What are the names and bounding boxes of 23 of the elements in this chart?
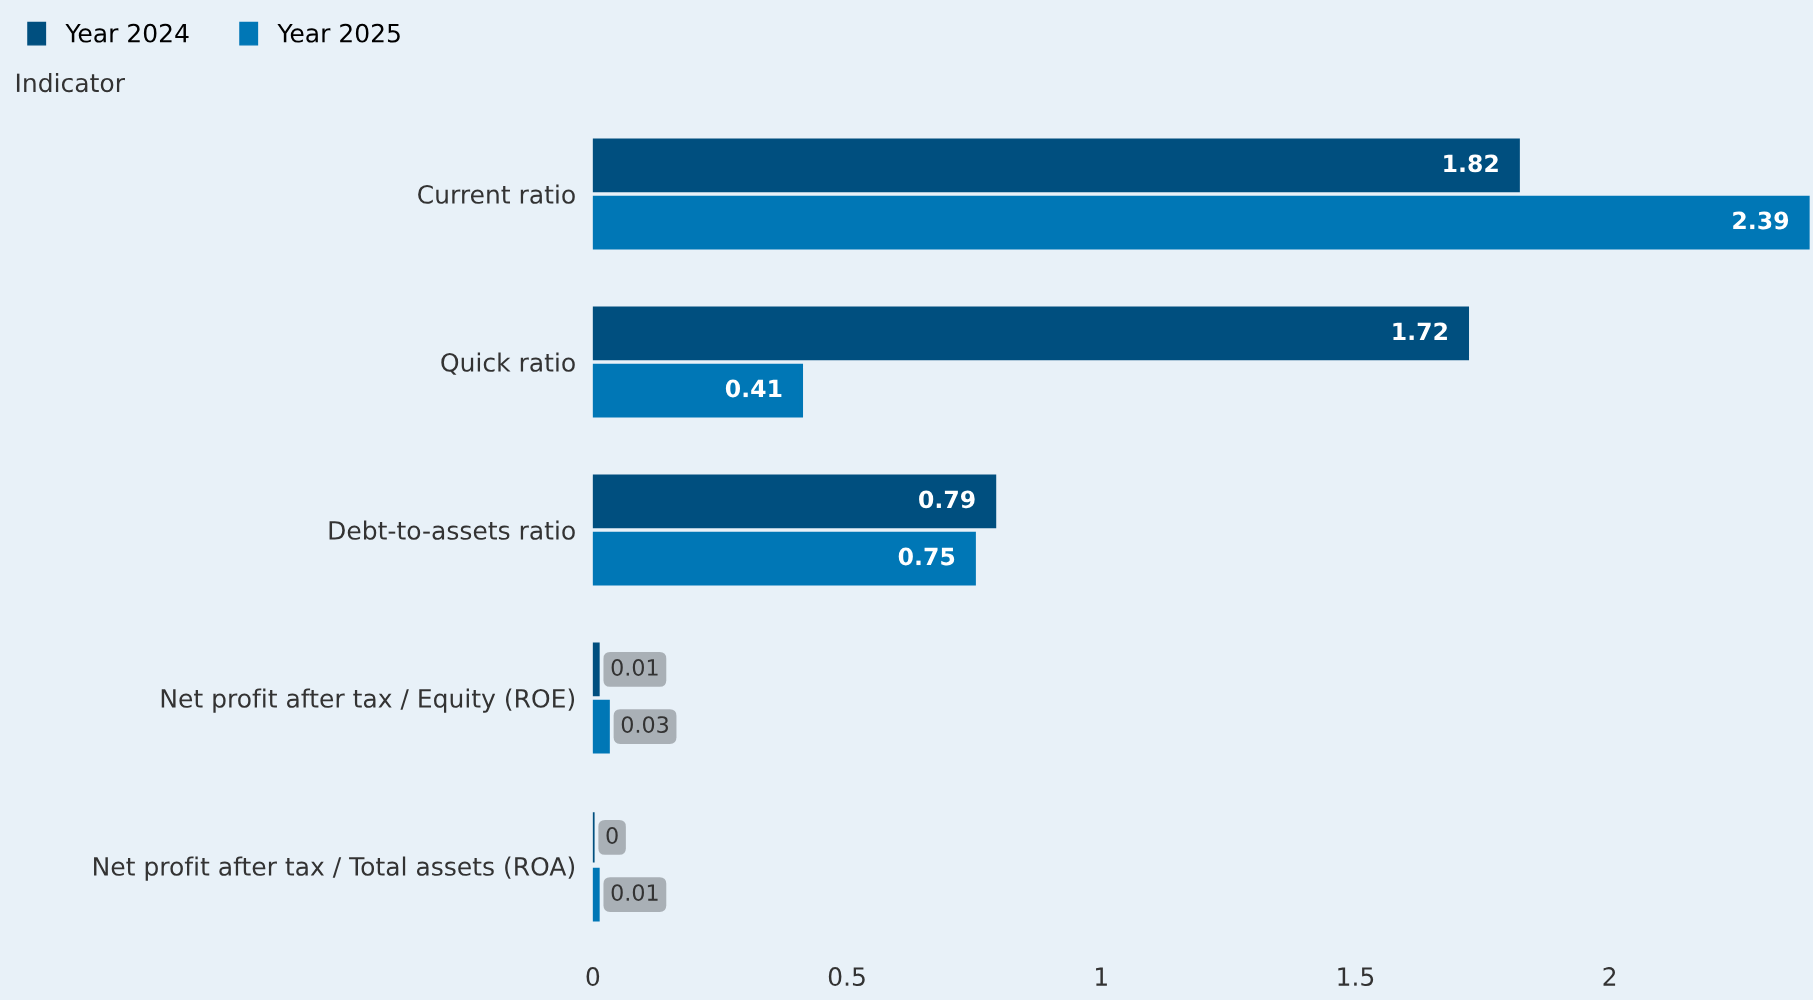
y-axis-title: Indicator bbox=[16, 72, 125, 93]
x-tick-label: 1 bbox=[1096, 967, 1107, 986]
data-label: 1.82 bbox=[1444, 154, 1498, 173]
x-tick-label: 1.5 bbox=[1338, 967, 1374, 987]
x-tick-label: 0.5 bbox=[828, 967, 865, 987]
y-tick-label: Debt-to-assets ratio bbox=[329, 520, 575, 540]
data-label: 1.72 bbox=[1393, 322, 1447, 340]
data-label: 0.01 bbox=[611, 659, 658, 676]
y-tick-label: Net profit after tax / Total assets (ROA) bbox=[94, 856, 575, 881]
legend-label: Year 2024 bbox=[65, 23, 189, 43]
x-tick-label: 2 bbox=[1603, 967, 1616, 986]
data-label: 0.03 bbox=[621, 716, 668, 734]
y-tick-label: Current ratio bbox=[418, 184, 575, 204]
data-label: 0.75 bbox=[898, 547, 955, 566]
x-tick-label: 0 bbox=[586, 967, 600, 987]
y-tick-label: Net profit after tax / Equity (ROE) bbox=[161, 688, 575, 713]
legend-label: Year 2025 bbox=[277, 23, 400, 43]
data-label: 0 bbox=[606, 827, 618, 844]
data-label: 0.01 bbox=[611, 884, 658, 902]
data-label: 0.41 bbox=[725, 379, 782, 398]
y-tick-label: Quick ratio bbox=[441, 352, 575, 375]
data-label: 0.79 bbox=[919, 490, 975, 509]
data-label: 2.39 bbox=[1733, 211, 1789, 230]
